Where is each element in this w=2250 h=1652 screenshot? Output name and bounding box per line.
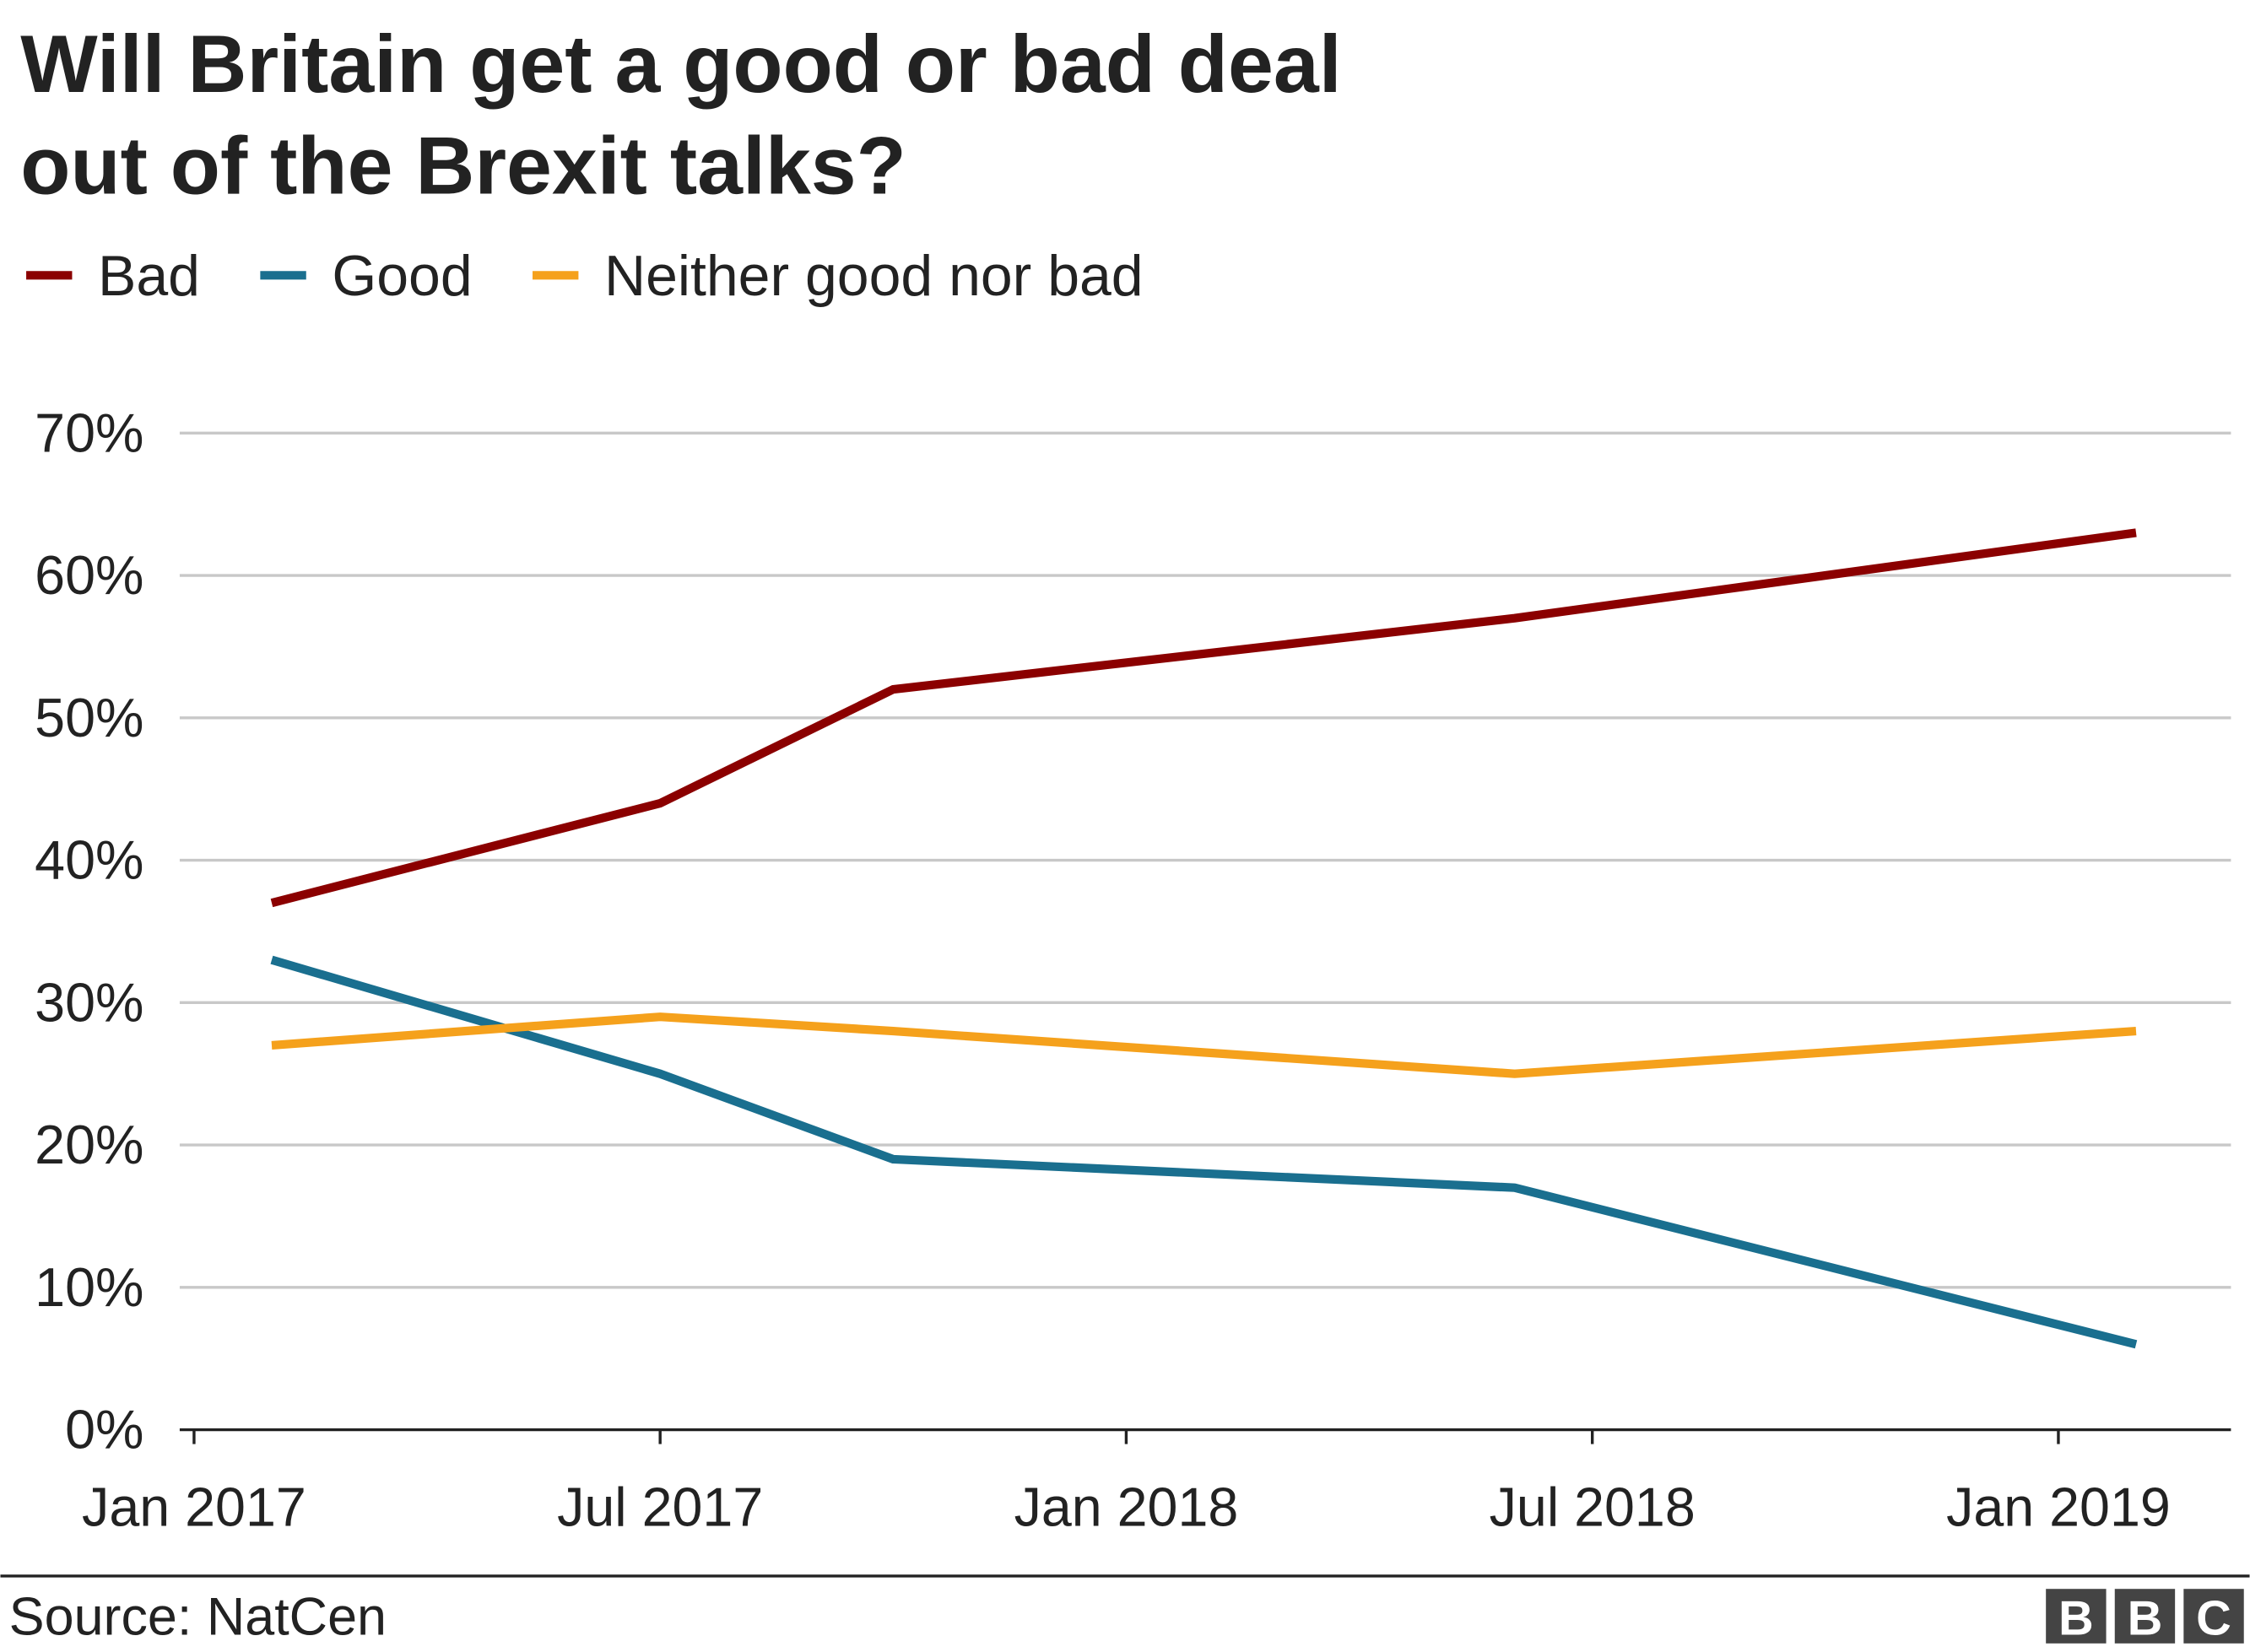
logo-letter: B [2058, 1592, 2094, 1646]
logo-block [2114, 1589, 2176, 1644]
y-tick-label: 10% [35, 1257, 143, 1318]
y-tick-label: 70% [35, 402, 143, 463]
x-tick-label: Jan 2017 [82, 1477, 306, 1537]
legend-label: Bad [98, 244, 200, 308]
y-tick-label: 60% [35, 545, 143, 606]
x-tick-label: Jul 2018 [1490, 1477, 1696, 1537]
data-line [271, 1012, 2137, 1078]
y-tick-label: 50% [35, 688, 143, 748]
x-tick-label: Jul 2017 [557, 1477, 763, 1537]
source: Source: NatCen [9, 1588, 387, 1647]
y-tick-label: 30% [35, 972, 143, 1033]
y-tick-label: 40% [35, 830, 143, 891]
logo-block [2046, 1589, 2107, 1644]
logo-letter: C [2196, 1592, 2231, 1646]
data-line [270, 528, 2137, 908]
x-tick-label: Jan 2018 [1014, 1477, 1239, 1537]
y-tick-label: 20% [35, 1115, 143, 1175]
y-tick-label: 0% [65, 1400, 143, 1460]
plot: 0% 10% 20% 30% 40% 50% 60% 70% Jan 2017 Jul 2017 J… [35, 402, 2231, 1537]
logo-block [2183, 1589, 2244, 1644]
chart-title: out of the Brexit talks? [20, 119, 906, 211]
legend-label: Good [332, 244, 472, 308]
data-line [270, 955, 2138, 1349]
chart-title: Will Britain get a good or bad deal [20, 18, 1341, 110]
x-tick-label: Jan 2019 [1946, 1477, 2171, 1537]
logo-letter: B [2128, 1592, 2163, 1646]
legend-label: Neither good nor bad [604, 244, 1144, 308]
